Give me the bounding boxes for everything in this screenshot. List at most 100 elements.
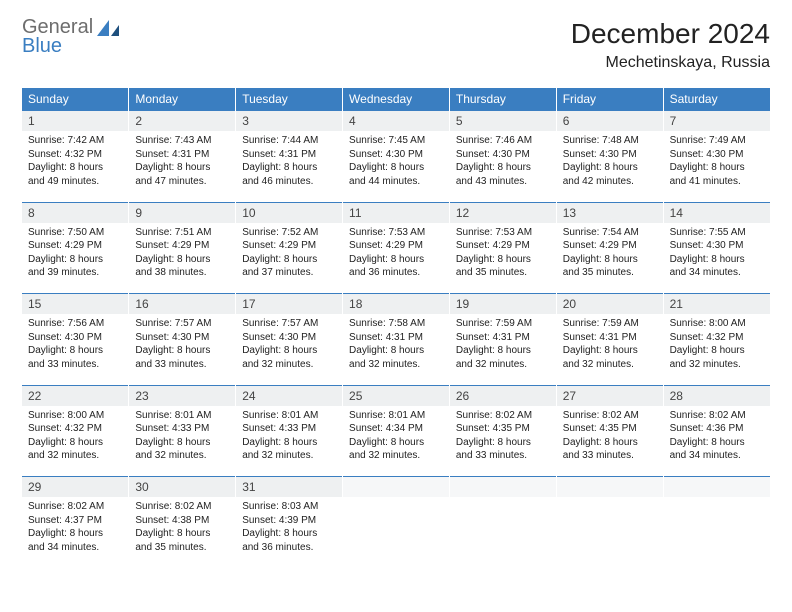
sunset-text: Sunset: 4:29 PM [242, 239, 336, 253]
spacer-cell [22, 467, 770, 477]
day-detail-cell: Sunrise: 8:02 AMSunset: 4:35 PMDaylight:… [449, 406, 556, 467]
day-detail-cell: Sunrise: 8:01 AMSunset: 4:33 PMDaylight:… [129, 406, 236, 467]
day-number-cell: 24 [236, 385, 343, 406]
daylight-text: Daylight: 8 hours and 32 minutes. [242, 344, 336, 371]
sunrise-text: Sunrise: 7:48 AM [563, 134, 657, 148]
day-detail-cell: Sunrise: 7:46 AMSunset: 4:30 PMDaylight:… [449, 131, 556, 192]
daylight-text: Daylight: 8 hours and 32 minutes. [28, 436, 122, 463]
day-detail-cell: Sunrise: 7:59 AMSunset: 4:31 PMDaylight:… [556, 314, 663, 375]
day-number-row: 891011121314 [22, 202, 770, 223]
day-number-cell: 27 [556, 385, 663, 406]
sunset-text: Sunset: 4:36 PM [670, 422, 764, 436]
sunrise-text: Sunrise: 7:44 AM [242, 134, 336, 148]
daylight-text: Daylight: 8 hours and 34 minutes. [670, 436, 764, 463]
daylight-text: Daylight: 8 hours and 32 minutes. [135, 436, 229, 463]
week-spacer [22, 467, 770, 477]
day-detail-cell: Sunrise: 7:42 AMSunset: 4:32 PMDaylight:… [22, 131, 129, 192]
day-detail-cell: Sunrise: 7:51 AMSunset: 4:29 PMDaylight:… [129, 223, 236, 284]
day-number-cell: 22 [22, 385, 129, 406]
sunset-text: Sunset: 4:30 PM [670, 148, 764, 162]
sunrise-text: Sunrise: 7:59 AM [563, 317, 657, 331]
day-number-cell: 16 [129, 294, 236, 315]
day-detail-cell: Sunrise: 7:55 AMSunset: 4:30 PMDaylight:… [663, 223, 770, 284]
sunrise-text: Sunrise: 8:02 AM [563, 409, 657, 423]
day-detail-cell: Sunrise: 7:52 AMSunset: 4:29 PMDaylight:… [236, 223, 343, 284]
day-detail-cell: Sunrise: 7:44 AMSunset: 4:31 PMDaylight:… [236, 131, 343, 192]
month-title: December 2024 [571, 18, 770, 50]
weekday-header: Wednesday [343, 88, 450, 111]
day-detail-cell: Sunrise: 8:02 AMSunset: 4:35 PMDaylight:… [556, 406, 663, 467]
sunrise-text: Sunrise: 7:42 AM [28, 134, 122, 148]
day-number-cell: 18 [343, 294, 450, 315]
day-number-cell: 13 [556, 202, 663, 223]
sunrise-text: Sunrise: 7:58 AM [349, 317, 443, 331]
day-number-cell: 12 [449, 202, 556, 223]
sunset-text: Sunset: 4:29 PM [349, 239, 443, 253]
sunrise-text: Sunrise: 7:50 AM [28, 226, 122, 240]
week-spacer [22, 375, 770, 385]
sunrise-text: Sunrise: 7:56 AM [28, 317, 122, 331]
sunset-text: Sunset: 4:30 PM [242, 331, 336, 345]
title-block: December 2024 Mechetinskaya, Russia [571, 18, 770, 72]
location-label: Mechetinskaya, Russia [571, 54, 770, 72]
week-spacer [22, 192, 770, 202]
weekday-header: Tuesday [236, 88, 343, 111]
day-number-cell: 11 [343, 202, 450, 223]
sunrise-text: Sunrise: 8:01 AM [242, 409, 336, 423]
sunrise-text: Sunrise: 8:01 AM [349, 409, 443, 423]
daylight-text: Daylight: 8 hours and 37 minutes. [242, 253, 336, 280]
sunrise-text: Sunrise: 7:57 AM [242, 317, 336, 331]
sunset-text: Sunset: 4:30 PM [456, 148, 550, 162]
sunset-text: Sunset: 4:30 PM [563, 148, 657, 162]
daylight-text: Daylight: 8 hours and 35 minutes. [563, 253, 657, 280]
day-detail-cell: Sunrise: 7:54 AMSunset: 4:29 PMDaylight:… [556, 223, 663, 284]
calendar-page: General Blue December 2024 Mechetinskaya… [0, 0, 792, 568]
day-number-cell [556, 477, 663, 498]
sunset-text: Sunset: 4:31 PM [456, 331, 550, 345]
sunset-text: Sunset: 4:33 PM [242, 422, 336, 436]
logo-word-blue: Blue [22, 35, 62, 57]
daylight-text: Daylight: 8 hours and 42 minutes. [563, 161, 657, 188]
daylight-text: Daylight: 8 hours and 33 minutes. [28, 344, 122, 371]
day-number-cell: 14 [663, 202, 770, 223]
daylight-text: Daylight: 8 hours and 39 minutes. [28, 253, 122, 280]
sunset-text: Sunset: 4:34 PM [349, 422, 443, 436]
daylight-text: Daylight: 8 hours and 44 minutes. [349, 161, 443, 188]
daylight-text: Daylight: 8 hours and 32 minutes. [242, 436, 336, 463]
day-detail-row: Sunrise: 7:50 AMSunset: 4:29 PMDaylight:… [22, 223, 770, 284]
sunset-text: Sunset: 4:29 PM [28, 239, 122, 253]
weekday-header: Sunday [22, 88, 129, 111]
daylight-text: Daylight: 8 hours and 38 minutes. [135, 253, 229, 280]
day-detail-cell [663, 497, 770, 558]
day-number-cell: 21 [663, 294, 770, 315]
sunset-text: Sunset: 4:39 PM [242, 514, 336, 528]
day-number-cell: 7 [663, 111, 770, 132]
day-number-cell: 1 [22, 111, 129, 132]
spacer-cell [22, 192, 770, 202]
weekday-header: Thursday [449, 88, 556, 111]
header-row: General Blue December 2024 Mechetinskaya… [22, 18, 770, 72]
daylight-text: Daylight: 8 hours and 34 minutes. [28, 527, 122, 554]
sunrise-text: Sunrise: 7:54 AM [563, 226, 657, 240]
sunset-text: Sunset: 4:35 PM [456, 422, 550, 436]
sunrise-text: Sunrise: 7:43 AM [135, 134, 229, 148]
day-number-cell: 3 [236, 111, 343, 132]
day-detail-cell: Sunrise: 8:03 AMSunset: 4:39 PMDaylight:… [236, 497, 343, 558]
day-number-cell: 19 [449, 294, 556, 315]
sunrise-text: Sunrise: 8:03 AM [242, 500, 336, 514]
day-number-cell: 29 [22, 477, 129, 498]
day-detail-cell: Sunrise: 8:00 AMSunset: 4:32 PMDaylight:… [663, 314, 770, 375]
daylight-text: Daylight: 8 hours and 32 minutes. [563, 344, 657, 371]
weekday-header: Friday [556, 88, 663, 111]
day-number-cell: 2 [129, 111, 236, 132]
day-number-cell: 9 [129, 202, 236, 223]
day-number-cell [449, 477, 556, 498]
day-number-cell: 5 [449, 111, 556, 132]
sunset-text: Sunset: 4:35 PM [563, 422, 657, 436]
daylight-text: Daylight: 8 hours and 35 minutes. [456, 253, 550, 280]
day-number-cell: 31 [236, 477, 343, 498]
sunset-text: Sunset: 4:38 PM [135, 514, 229, 528]
day-number-row: 15161718192021 [22, 294, 770, 315]
day-number-row: 22232425262728 [22, 385, 770, 406]
sunrise-text: Sunrise: 7:53 AM [349, 226, 443, 240]
